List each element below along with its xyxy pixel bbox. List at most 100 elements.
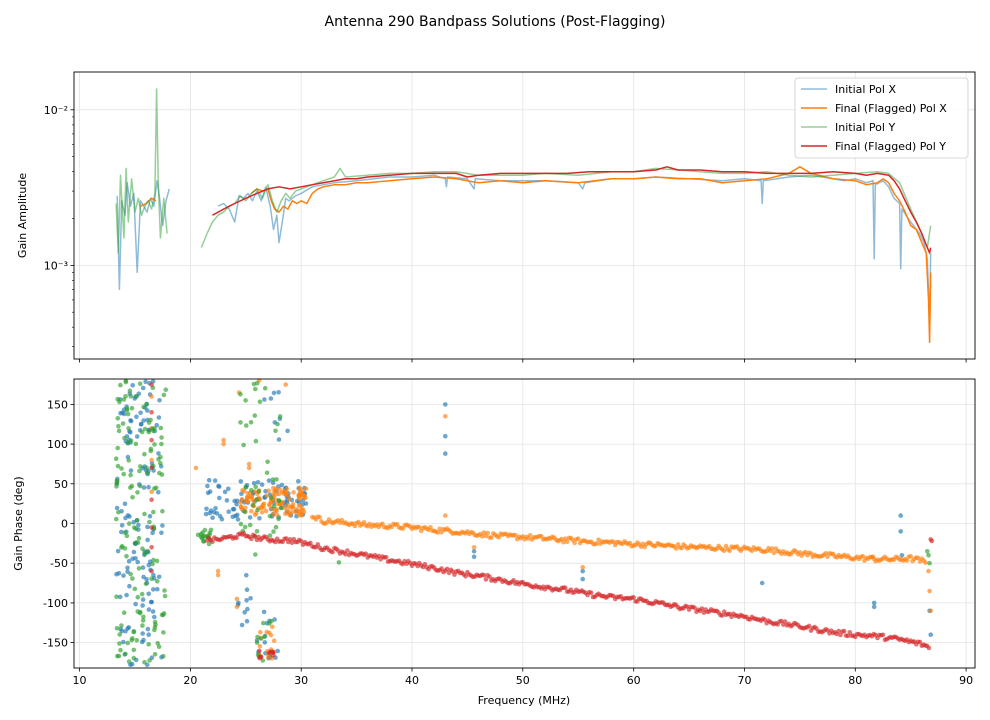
phase-point-initial-pol-y [128,393,134,399]
phase-point-initial-pol-x [204,506,209,512]
x-tick-label: 90 [959,674,973,687]
phase-point-initial-pol-y [125,640,130,646]
phase-point-initial-pol-x [471,554,477,560]
phase-point-initial-pol-y [115,653,120,659]
phase-point-initial-pol-x [160,523,165,528]
phase-point-initial-pol-y [242,524,248,530]
phase-point-initial-pol-y [208,527,214,533]
phase-point-final-flagged-pol-x [276,491,282,497]
phase-point-initial-pol-x [129,661,135,667]
phase-point-final-flagged-pol-x [471,545,477,550]
phase-point-initial-pol-y [137,483,143,489]
phase-point-initial-pol-x [871,600,877,606]
phase-point-final-flagged-pol-x-curve [317,514,323,520]
phase-point-initial-pol-y [150,561,155,567]
phase-point-initial-pol-y [134,393,140,399]
phase-point-initial-pol-y [126,659,132,664]
phase-point-final-flagged-pol-x [274,508,279,513]
phase-point-final-flagged-pol-y-curve [692,605,697,611]
phase-point-final-flagged-pol-x [246,465,252,471]
phase-point-initial-pol-x [222,489,228,495]
phase-point-initial-pol-x [139,639,145,645]
phase-point-initial-pol-x [141,418,146,423]
phase-point-final-flagged-pol-y [149,545,154,550]
phase-point-initial-pol-y [140,546,145,551]
phase-point-initial-pol-x [151,572,156,578]
phase-point-initial-pol-x [898,513,903,518]
phase-point-final-flagged-pol-x-curve [479,534,485,539]
phase-point-initial-pol-y [142,451,147,457]
phase-point-initial-pol-y [253,552,258,557]
phase-point-initial-pol-y [114,516,119,522]
phase-point-final-flagged-pol-y-curve [298,538,304,544]
phase-point-final-flagged-pol-y-curve [463,573,468,579]
phase-point-initial-pol-x [149,599,154,605]
phase-point-initial-pol-y [155,579,160,584]
phase-point-initial-pol-x [443,433,448,439]
phase-point-final-flagged-pol-x-curve [489,535,494,540]
phase-point-final-flagged-pol-x-curve [572,540,577,546]
phase-point-initial-pol-y [265,459,270,465]
phase-point-initial-pol-y [115,416,121,421]
phase-point-initial-pol-x [232,498,237,504]
phase-point-initial-pol-x [759,580,765,586]
phase-point-initial-pol-x [150,609,156,614]
phase-point-initial-pol-y [123,379,129,385]
phase-point-initial-pol-x [238,479,244,484]
phase-point-initial-pol-x [279,482,285,488]
phase-point-final-flagged-pol-y-curve [720,613,725,618]
phase-point-initial-pol-y [261,620,266,626]
phase-point-initial-pol-x [145,537,150,543]
phase-point-final-flagged-pol-x [249,494,254,499]
phase-point-final-flagged-pol-x-curve [356,519,361,525]
phase-point-final-flagged-pol-x [234,604,240,610]
phase-point-initial-pol-y [243,398,248,403]
phase-point-final-flagged-pol-y [149,465,154,471]
phase-point-initial-pol-y [128,472,133,478]
phase-point-final-flagged-pol-x [298,489,304,495]
phase-point-initial-pol-y [158,425,164,431]
phase-point-initial-pol-y [132,586,138,592]
phase-point-initial-pol-x [248,596,253,601]
phase-point-initial-pol-x [116,571,122,576]
phase-point-final-flagged-pol-y-curve [383,554,389,560]
phase-point-initial-pol-y [126,458,131,463]
phase-point-initial-pol-y [138,464,143,469]
phase-point-initial-pol-x [125,569,130,574]
phase-point-final-flagged-pol-y-curve [511,578,516,583]
phase-point-initial-pol-y [136,566,142,571]
phase-point-final-flagged-pol-x-curve [596,537,601,542]
phase-point-initial-pol-x [210,515,215,520]
phase-point-final-flagged-pol-y-curve [845,633,851,639]
phase-point-initial-pol-x [244,618,250,624]
legend-label-final-flagged-pol-y: Final (Flagged) Pol Y [835,140,946,153]
phase-point-initial-pol-x [145,524,150,530]
phase-point-initial-pol-y [133,441,139,447]
phase-point-initial-pol-x [247,515,253,520]
phase-point-initial-pol-x [224,498,230,503]
phase-point-initial-pol-y [128,438,134,444]
phase-point-final-flagged-pol-x [267,503,272,508]
phase-point-initial-pol-x [443,451,448,456]
x-tick-label: 80 [848,674,862,687]
phase-point-initial-pol-y [201,538,206,544]
phase-point-final-flagged-pol-y-curve [439,566,444,571]
phase-point-initial-pol-x [276,390,281,395]
phase-point-initial-pol-y [250,502,256,508]
phase-point-initial-pol-y [163,387,169,393]
phase-point-final-flagged-pol-y-curve [841,628,847,634]
phase-point-initial-pol-y [132,541,138,546]
phase-point-final-flagged-pol-y [929,538,935,544]
phase-point-initial-pol-y [146,642,151,647]
phase-point-initial-pol-y [255,634,260,640]
phase-point-final-flagged-pol-x-curve [823,551,829,556]
amplitude-line-final-flagged-pol-y [212,166,932,254]
phase-point-final-flagged-pol-x-curve [594,541,599,546]
phase-point-initial-pol-y [140,618,146,623]
phase-point-initial-pol-x [127,514,132,519]
phase-point-final-flagged-pol-x [277,487,283,492]
phase-point-final-flagged-pol-x-curve [860,553,865,559]
phase-point-initial-pol-y [156,644,162,649]
phase-point-initial-pol-y [116,424,121,429]
phase-point-initial-pol-y [120,421,126,426]
